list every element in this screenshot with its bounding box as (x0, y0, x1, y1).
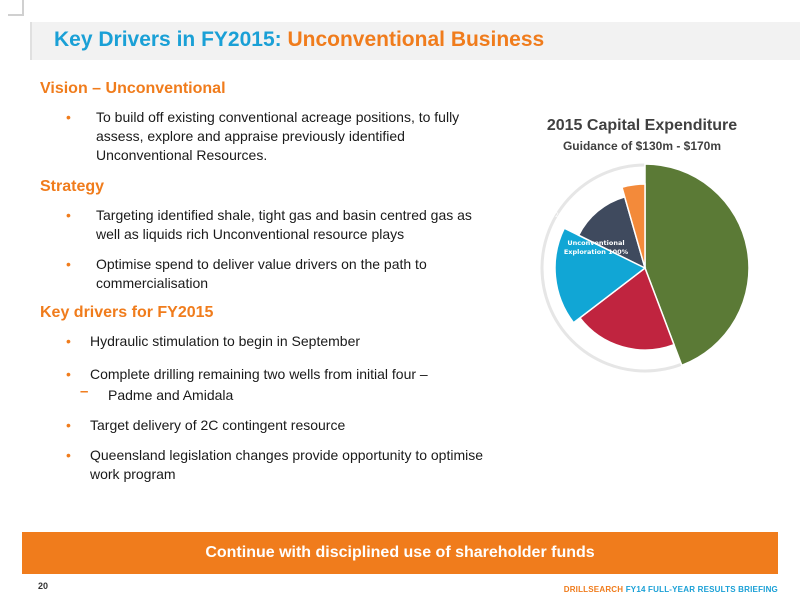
sub-list-item: Padme and Amidala (108, 387, 234, 403)
slice-label: Exploration 100% (564, 248, 629, 256)
pie-slice (578, 266, 675, 351)
brand-tagline: FY14 FULL-YEAR RESULTS BRIEFING (625, 585, 778, 594)
pie-slice (577, 195, 647, 270)
page-title: Key Drivers in FY2015: Unconventional Bu… (54, 26, 544, 54)
pie-chart: 20% Unconventional Exploration 100% (540, 163, 750, 373)
footer-banner: Continue with disciplined use of shareho… (22, 532, 778, 574)
bullet-icon: • (66, 333, 71, 349)
section-heading-key-drivers: Key drivers for FY2015 (40, 304, 214, 321)
list-item: • Hydraulic stimulation to begin in Sept… (66, 333, 361, 349)
list-item: • To build off existing conventional acr… (66, 109, 460, 163)
list-item: • Target delivery of 2C contingent resou… (66, 417, 346, 433)
bullet-icon: • (66, 109, 71, 125)
bullet-icon: • (66, 447, 71, 463)
dash-icon: – (80, 383, 89, 400)
list-item: • Optimise spend to deliver value driver… (66, 256, 427, 291)
bullet-icon: • (66, 366, 71, 382)
page-number: 20 (38, 581, 49, 591)
pie-slice (644, 163, 750, 367)
brand-name: DRILLSEARCH (563, 585, 624, 594)
list-item: • Complete drilling remaining two wells … (66, 366, 428, 382)
bullet-icon: • (66, 207, 71, 223)
slice-label: Unconventional (567, 239, 624, 247)
section-heading-vision: Vision – Unconventional (40, 80, 226, 97)
bullet-icon: • (66, 417, 71, 433)
corner-decoration (8, 0, 24, 16)
title-bar (30, 22, 800, 60)
chart-subtitle: Guidance of $130m - $170m (562, 139, 722, 153)
bullet-icon: • (66, 256, 71, 272)
pie-slice (621, 183, 646, 269)
title-part-2: Unconventional Business (287, 28, 545, 51)
title-part-1: Key Drivers in FY2015: (54, 28, 282, 51)
section-heading-strategy: Strategy (40, 178, 105, 195)
chart-title: 2015 Capital Expenditure (546, 117, 738, 134)
brand-footer: DRILLSEARCH FY14 FULL-YEAR RESULTS BRIEF… (564, 585, 778, 594)
list-item: • Targeting identified shale, tight gas … (66, 207, 472, 242)
list-item: • Queensland legislation changes provide… (66, 447, 484, 482)
slice-label: 20% (555, 212, 569, 219)
pie-slice (554, 227, 647, 324)
